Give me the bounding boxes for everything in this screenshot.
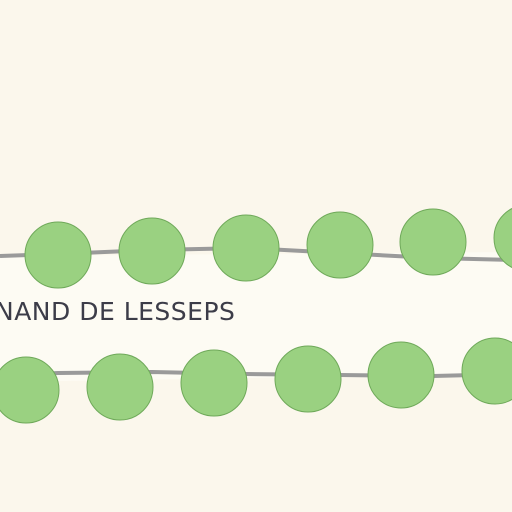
tree[interactable]	[399, 208, 467, 276]
tree[interactable]	[0, 356, 60, 424]
tree[interactable]	[367, 341, 435, 409]
tree[interactable]	[306, 211, 374, 279]
north-tree-row	[0, 205, 512, 289]
tree[interactable]	[212, 214, 280, 282]
tree[interactable]	[493, 205, 512, 271]
street-name-label: NAND DE LESSEPS	[0, 297, 235, 326]
tree[interactable]	[118, 217, 186, 285]
tree[interactable]	[86, 353, 154, 421]
south-tree-row	[0, 337, 512, 424]
tree[interactable]	[274, 345, 342, 413]
tree[interactable]	[180, 349, 248, 417]
tree[interactable]	[24, 221, 92, 289]
tree[interactable]	[461, 337, 512, 405]
